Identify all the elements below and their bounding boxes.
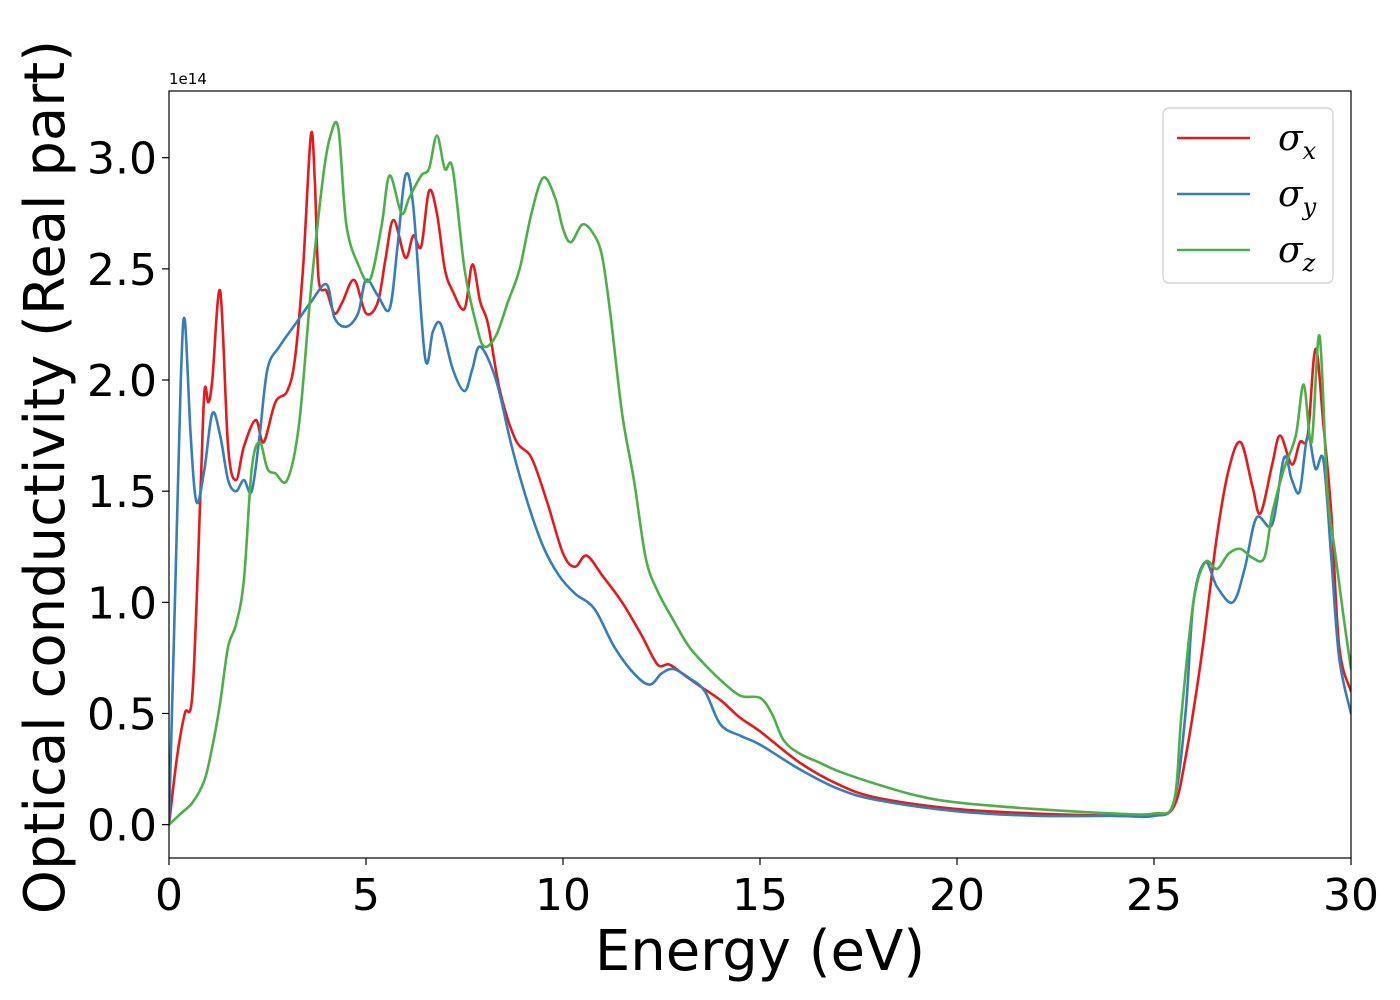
y-tick-label: 0.5 [87, 689, 157, 740]
x-tick-label: 5 [352, 870, 380, 921]
x-tick-label: 0 [155, 870, 183, 921]
y-tick-label: 1.5 [87, 467, 157, 518]
legend-frame [1162, 107, 1334, 284]
y-tick-label: 3.0 [87, 134, 157, 185]
series-line-sigma-z [169, 120, 1351, 826]
x-axis-title: Energy (eV) [595, 919, 925, 984]
y-tick-label: 2.5 [87, 245, 157, 296]
ticks-layer: 0 5 10 15 20 25 30 0.0 0.5 1.0 1.5 2.0 2.5 3.0 [87, 134, 1379, 921]
x-tick-label: 15 [732, 870, 788, 921]
y-tick-label: 2.0 [87, 356, 157, 407]
series-line-sigma-y [169, 171, 1351, 826]
y-tick-label: 1.0 [87, 578, 157, 629]
y-tick-label: 0.0 [87, 801, 157, 852]
y-offset-label: 1e14 [169, 70, 207, 88]
x-tick-label: 25 [1126, 870, 1182, 921]
series-layer [169, 120, 1351, 826]
x-tick-label: 30 [1323, 870, 1379, 921]
x-tick-label: 10 [535, 870, 591, 921]
x-tick-label: 20 [929, 870, 985, 921]
y-axis-title: Optical conductivity (Real part) [13, 40, 78, 914]
